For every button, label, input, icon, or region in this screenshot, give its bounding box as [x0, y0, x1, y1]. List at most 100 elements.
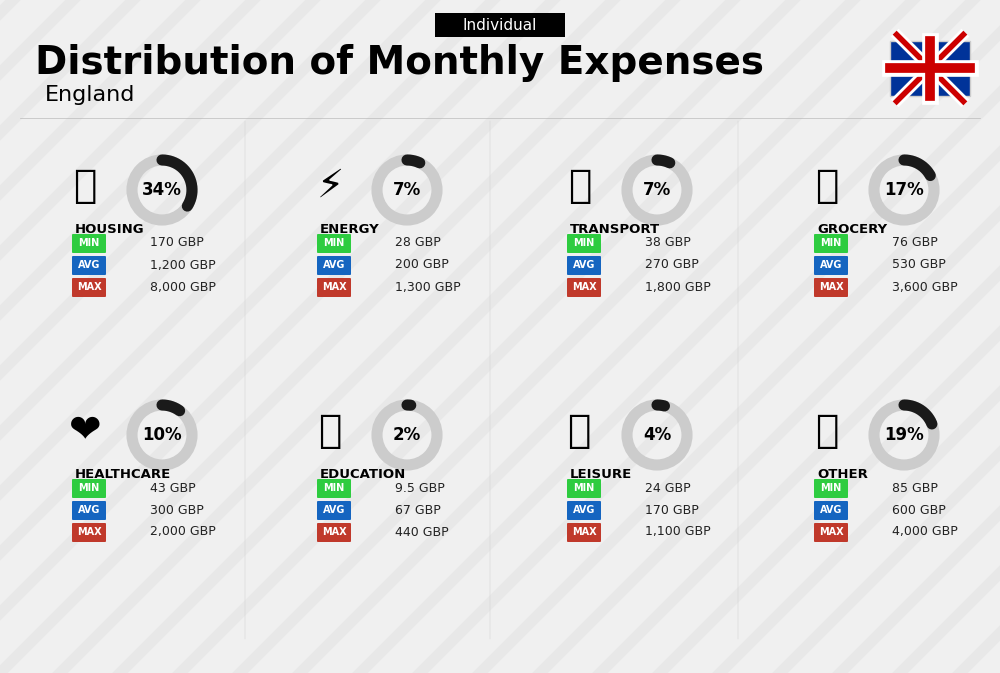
Text: TRANSPORT: TRANSPORT: [570, 223, 660, 236]
FancyBboxPatch shape: [317, 278, 351, 297]
FancyBboxPatch shape: [317, 523, 351, 542]
Text: 1,300 GBP: 1,300 GBP: [395, 281, 461, 293]
Text: 19%: 19%: [884, 426, 924, 444]
Text: MIN: MIN: [323, 238, 345, 248]
Text: 600 GBP: 600 GBP: [892, 503, 946, 516]
Text: England: England: [45, 85, 135, 105]
Text: 34%: 34%: [142, 181, 182, 199]
Text: 1,100 GBP: 1,100 GBP: [645, 526, 711, 538]
Text: HOUSING: HOUSING: [75, 223, 145, 236]
Text: AVG: AVG: [78, 260, 100, 270]
FancyBboxPatch shape: [72, 479, 106, 498]
Text: 🏢: 🏢: [73, 167, 97, 205]
Text: LEISURE: LEISURE: [570, 468, 632, 481]
Text: 1,200 GBP: 1,200 GBP: [150, 258, 216, 271]
Text: 7%: 7%: [643, 181, 671, 199]
Text: 2,000 GBP: 2,000 GBP: [150, 526, 216, 538]
Text: OTHER: OTHER: [817, 468, 868, 481]
Text: Distribution of Monthly Expenses: Distribution of Monthly Expenses: [35, 44, 764, 82]
FancyBboxPatch shape: [72, 256, 106, 275]
FancyBboxPatch shape: [72, 523, 106, 542]
FancyBboxPatch shape: [317, 234, 351, 253]
Text: HEALTHCARE: HEALTHCARE: [75, 468, 171, 481]
Text: Individual: Individual: [463, 17, 537, 32]
Text: 530 GBP: 530 GBP: [892, 258, 946, 271]
Text: 🛒: 🛒: [815, 167, 839, 205]
FancyBboxPatch shape: [317, 256, 351, 275]
Text: 🚌: 🚌: [568, 167, 592, 205]
FancyBboxPatch shape: [814, 256, 848, 275]
Text: 2%: 2%: [393, 426, 421, 444]
Text: MAX: MAX: [77, 282, 101, 292]
Text: AVG: AVG: [573, 505, 595, 515]
Text: GROCERY: GROCERY: [817, 223, 887, 236]
Text: AVG: AVG: [573, 260, 595, 270]
FancyBboxPatch shape: [567, 234, 601, 253]
Text: MIN: MIN: [820, 483, 842, 493]
FancyBboxPatch shape: [890, 40, 970, 96]
Text: 440 GBP: 440 GBP: [395, 526, 449, 538]
Text: MAX: MAX: [322, 282, 346, 292]
Text: ❤️: ❤️: [69, 412, 101, 450]
FancyBboxPatch shape: [567, 479, 601, 498]
Text: 270 GBP: 270 GBP: [645, 258, 699, 271]
Text: MAX: MAX: [322, 527, 346, 537]
FancyBboxPatch shape: [567, 501, 601, 520]
Text: MAX: MAX: [572, 282, 596, 292]
Text: MIN: MIN: [323, 483, 345, 493]
Text: 67 GBP: 67 GBP: [395, 503, 441, 516]
Text: 170 GBP: 170 GBP: [645, 503, 699, 516]
Text: MIN: MIN: [573, 483, 595, 493]
Text: 300 GBP: 300 GBP: [150, 503, 204, 516]
FancyBboxPatch shape: [72, 234, 106, 253]
FancyBboxPatch shape: [567, 523, 601, 542]
Text: MAX: MAX: [819, 527, 843, 537]
Text: ⚡: ⚡: [316, 167, 344, 205]
FancyBboxPatch shape: [567, 256, 601, 275]
FancyBboxPatch shape: [814, 523, 848, 542]
Text: MIN: MIN: [820, 238, 842, 248]
Text: MIN: MIN: [78, 238, 100, 248]
Text: 17%: 17%: [884, 181, 924, 199]
Text: AVG: AVG: [78, 505, 100, 515]
Text: MAX: MAX: [572, 527, 596, 537]
Text: MIN: MIN: [573, 238, 595, 248]
FancyBboxPatch shape: [72, 501, 106, 520]
Text: 4,000 GBP: 4,000 GBP: [892, 526, 958, 538]
Text: AVG: AVG: [323, 260, 345, 270]
Text: 200 GBP: 200 GBP: [395, 258, 449, 271]
Text: AVG: AVG: [820, 505, 842, 515]
Text: 🎓: 🎓: [318, 412, 342, 450]
FancyBboxPatch shape: [814, 501, 848, 520]
FancyBboxPatch shape: [814, 234, 848, 253]
Text: 7%: 7%: [393, 181, 421, 199]
Text: MIN: MIN: [78, 483, 100, 493]
FancyBboxPatch shape: [317, 479, 351, 498]
Text: 170 GBP: 170 GBP: [150, 236, 204, 250]
Text: EDUCATION: EDUCATION: [320, 468, 406, 481]
Text: ENERGY: ENERGY: [320, 223, 380, 236]
Text: AVG: AVG: [820, 260, 842, 270]
Text: 9.5 GBP: 9.5 GBP: [395, 481, 445, 495]
Text: 38 GBP: 38 GBP: [645, 236, 691, 250]
FancyBboxPatch shape: [567, 278, 601, 297]
Text: 24 GBP: 24 GBP: [645, 481, 691, 495]
Text: 28 GBP: 28 GBP: [395, 236, 441, 250]
Text: AVG: AVG: [323, 505, 345, 515]
FancyBboxPatch shape: [814, 479, 848, 498]
Text: 8,000 GBP: 8,000 GBP: [150, 281, 216, 293]
Text: 10%: 10%: [142, 426, 182, 444]
Text: MAX: MAX: [819, 282, 843, 292]
Text: 3,600 GBP: 3,600 GBP: [892, 281, 958, 293]
Text: 85 GBP: 85 GBP: [892, 481, 938, 495]
Text: 1,800 GBP: 1,800 GBP: [645, 281, 711, 293]
FancyBboxPatch shape: [814, 278, 848, 297]
Text: 🛍️: 🛍️: [568, 412, 592, 450]
FancyBboxPatch shape: [435, 13, 565, 37]
Text: 76 GBP: 76 GBP: [892, 236, 938, 250]
FancyBboxPatch shape: [72, 278, 106, 297]
Text: MAX: MAX: [77, 527, 101, 537]
Text: 💼: 💼: [815, 412, 839, 450]
Text: 43 GBP: 43 GBP: [150, 481, 196, 495]
Text: 4%: 4%: [643, 426, 671, 444]
